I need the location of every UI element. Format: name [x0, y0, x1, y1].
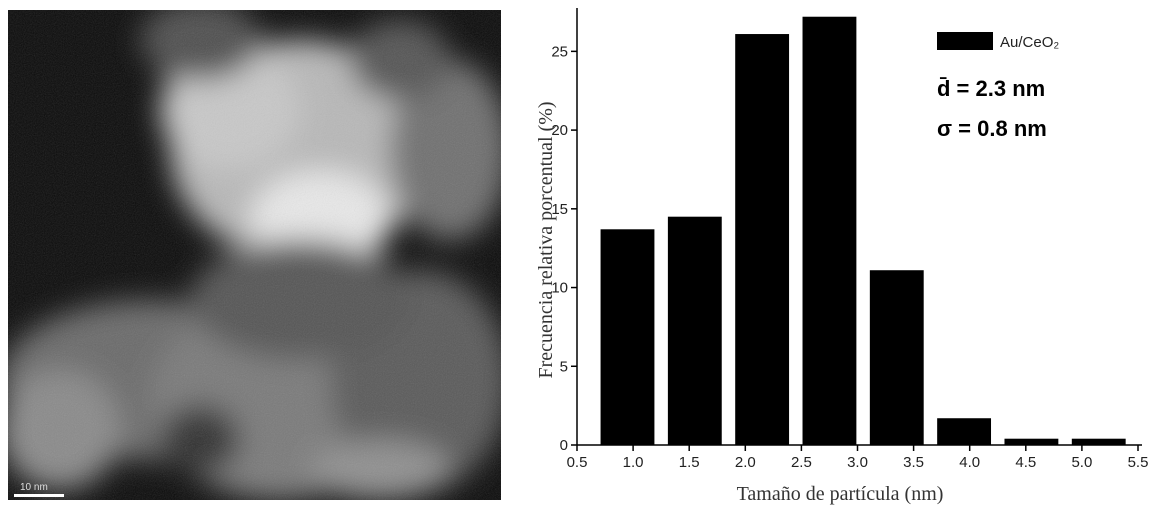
bar	[1071, 438, 1126, 445]
bar	[869, 270, 924, 445]
x-tick-label: 0.5	[567, 454, 588, 471]
legend-label: Au/CeO₂	[1000, 34, 1059, 51]
y-tick-label: 10	[551, 280, 568, 297]
legend-swatch	[937, 32, 993, 50]
y-tick-label: 0	[560, 437, 568, 454]
micrograph: 10 nm	[8, 10, 501, 500]
x-tick-label: 1.5	[679, 454, 700, 471]
x-tick-label: 1.0	[623, 454, 644, 471]
y-tick-label: 5	[560, 358, 568, 375]
scale-bar-label: 10 nm	[20, 482, 48, 493]
bar	[1004, 438, 1059, 445]
x-tick-label: 2.5	[791, 454, 812, 471]
annotation: d̄ = 2.3 nm	[937, 76, 1045, 101]
bar	[735, 34, 790, 445]
y-tick-label: 20	[551, 122, 568, 139]
x-tick-label: 4.5	[1015, 454, 1036, 471]
y-axis-label: Frecuencia relativa porcentual (%)	[535, 101, 557, 378]
x-axis-label: Tamaño de partícula (nm)	[737, 483, 944, 505]
y-tick-label: 25	[551, 43, 568, 60]
y-tick-label: 15	[551, 201, 568, 218]
x-tick-label: 5.0	[1071, 454, 1092, 471]
bar	[600, 229, 655, 445]
x-tick-label: 2.0	[735, 454, 756, 471]
annotation: σ = 0.8 nm	[937, 116, 1047, 141]
x-tick-label: 4.0	[959, 454, 980, 471]
bar	[937, 418, 992, 445]
bar	[667, 216, 722, 445]
bar	[802, 16, 857, 446]
x-tick-label: 3.5	[903, 454, 924, 471]
x-tick-label: 3.0	[847, 454, 868, 471]
x-tick-label: 5.5	[1128, 454, 1149, 471]
